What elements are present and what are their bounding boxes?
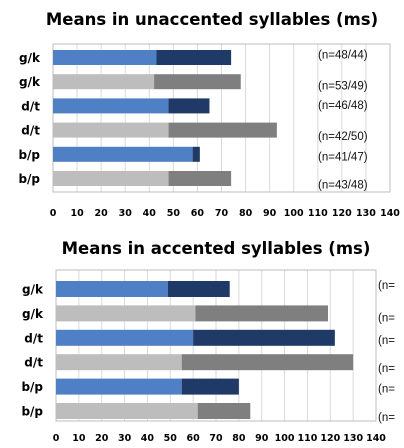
bar-segment-extension bbox=[181, 378, 239, 395]
category-label: g/k bbox=[19, 75, 41, 89]
category-label: b/p bbox=[18, 172, 40, 186]
x-tick-label: 10 bbox=[72, 433, 86, 444]
bar-segment-base bbox=[56, 354, 182, 371]
x-tick-label: 90 bbox=[255, 433, 269, 444]
x-tick-label: 80 bbox=[232, 433, 246, 444]
x-tick-label: 130 bbox=[343, 433, 363, 444]
x-tick-label: 50 bbox=[167, 208, 181, 219]
chart-title: Means in accented syllables (ms) bbox=[62, 239, 371, 258]
category-label: d/t bbox=[21, 124, 40, 138]
x-tick-label: 120 bbox=[320, 433, 340, 444]
sample-size-label: (n=43/48) bbox=[318, 180, 368, 192]
category-label: d/t bbox=[24, 331, 43, 345]
x-tick-label: 20 bbox=[95, 433, 109, 444]
category-label: g/k bbox=[22, 283, 44, 297]
x-tick-label: 40 bbox=[141, 433, 155, 444]
sample-size-label: (n=42/50) bbox=[318, 131, 368, 143]
sample-size-label: (n= bbox=[378, 335, 395, 347]
x-tick-label: 60 bbox=[191, 208, 205, 219]
x-tick-label: 30 bbox=[119, 208, 133, 219]
x-tick-label: 60 bbox=[187, 433, 201, 444]
plot-area bbox=[52, 43, 391, 193]
x-tick-label: 110 bbox=[308, 208, 328, 219]
bar-segment-extension bbox=[168, 122, 277, 138]
category-label: b/p bbox=[21, 405, 43, 419]
x-tick-label: 70 bbox=[215, 208, 229, 219]
x-tick-label: 0 bbox=[50, 208, 57, 219]
category-label: b/p bbox=[18, 148, 40, 162]
category-label: d/t bbox=[24, 356, 43, 370]
bar-segment-base bbox=[53, 122, 169, 138]
category-label: g/k bbox=[22, 307, 44, 321]
sample-size-label: (n=48/44) bbox=[318, 50, 368, 62]
x-tick-label: 110 bbox=[298, 433, 318, 444]
sample-size-label: (n= bbox=[378, 384, 395, 396]
bar-segment-extension bbox=[195, 305, 328, 322]
sample-size-label: (n= bbox=[378, 312, 395, 324]
sample-size-label: (n= bbox=[378, 412, 395, 424]
bar-segment-base bbox=[53, 50, 157, 65]
bar-segment-base bbox=[53, 74, 155, 90]
sample-size-label: (n=53/49) bbox=[318, 81, 368, 93]
bar-segment-extension bbox=[154, 74, 241, 90]
x-tick-label: 30 bbox=[118, 433, 132, 444]
sample-size-label: (n= bbox=[378, 280, 395, 292]
bar-segment-base bbox=[56, 329, 194, 346]
category-label: g/k bbox=[19, 51, 41, 65]
sample-size-label: (n=46/48) bbox=[318, 100, 368, 112]
bar-segment-extension bbox=[181, 354, 354, 371]
sample-size-label: (n=41/47) bbox=[318, 151, 368, 163]
bar-segment-base bbox=[53, 98, 169, 114]
x-tick-label: 80 bbox=[239, 208, 253, 219]
x-tick-label: 100 bbox=[284, 208, 304, 219]
bar-segment-extension bbox=[156, 50, 232, 65]
chart-title: Means in unaccented syllables (ms) bbox=[46, 10, 378, 29]
x-tick-label: 140 bbox=[380, 208, 400, 219]
category-label: b/p bbox=[21, 380, 43, 394]
bar-segment-base bbox=[56, 403, 198, 419]
x-tick-label: 40 bbox=[143, 208, 157, 219]
x-tick-label: 130 bbox=[356, 208, 376, 219]
bar-segment-base bbox=[56, 281, 168, 297]
bar-segment-extension bbox=[168, 171, 232, 186]
bar-segment-base bbox=[56, 378, 182, 395]
bar-segment-extension bbox=[168, 98, 210, 114]
bar-segment-extension bbox=[168, 281, 230, 297]
category-label: d/t bbox=[21, 99, 40, 113]
x-tick-label: 0 bbox=[53, 433, 60, 444]
x-tick-label: 70 bbox=[209, 433, 223, 444]
x-tick-label: 120 bbox=[332, 208, 352, 219]
x-tick-label: 10 bbox=[70, 208, 84, 219]
bar-segment-extension bbox=[197, 403, 251, 419]
x-tick-label: 140 bbox=[366, 433, 386, 444]
bar-segment-base bbox=[53, 171, 169, 186]
bar-segment-base bbox=[56, 305, 196, 322]
sample-size-label: (n= bbox=[378, 363, 395, 375]
x-tick-label: 20 bbox=[95, 208, 109, 219]
bar-segment-base bbox=[53, 146, 193, 162]
bar-segment-extension bbox=[192, 146, 200, 162]
x-tick-label: 90 bbox=[263, 208, 277, 219]
x-tick-label: 100 bbox=[275, 433, 295, 444]
bar-segment-extension bbox=[193, 329, 335, 346]
x-tick-label: 50 bbox=[164, 433, 178, 444]
